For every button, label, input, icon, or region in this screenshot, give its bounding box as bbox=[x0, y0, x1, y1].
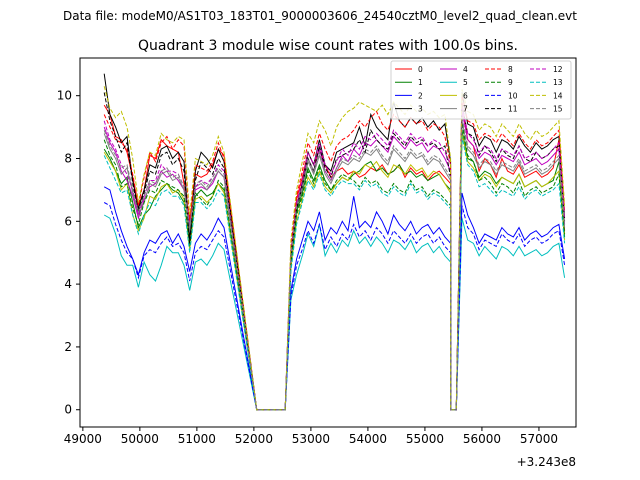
legend-label-5: 5 bbox=[463, 78, 468, 87]
legend-box bbox=[390, 60, 572, 120]
series-line-7 bbox=[103, 120, 566, 411]
y-tick-label: 10 bbox=[57, 89, 72, 103]
file-name-suptitle: Data file: modeM0/AS1T03_183T01_90000036… bbox=[63, 9, 577, 23]
series-line-2 bbox=[103, 186, 566, 411]
x-tick-label: 50000 bbox=[121, 432, 159, 446]
y-tick-label: 8 bbox=[64, 151, 72, 165]
axes: 49000 50000 51000 52000 53000 54000 55000 56000… bbox=[57, 89, 558, 446]
legend-label-15: 15 bbox=[553, 105, 563, 114]
legend-label-1: 1 bbox=[418, 78, 423, 87]
legend-label-2: 2 bbox=[418, 91, 423, 100]
y-tick-label: 6 bbox=[64, 214, 72, 228]
series-line-13 bbox=[103, 136, 566, 411]
y-tick-label: 0 bbox=[64, 403, 72, 417]
series-line-12 bbox=[103, 105, 566, 411]
legend-label-11: 11 bbox=[508, 105, 518, 114]
series-line-4 bbox=[103, 111, 566, 411]
legend-label-10: 10 bbox=[508, 91, 518, 100]
series-line-15 bbox=[103, 117, 566, 411]
legend-label-3: 3 bbox=[418, 105, 423, 114]
x-tick-label: 52000 bbox=[235, 432, 273, 446]
series-line-6 bbox=[103, 133, 566, 411]
series-line-5 bbox=[103, 214, 566, 411]
plot-area bbox=[103, 73, 566, 411]
x-tick-label: 56000 bbox=[463, 432, 501, 446]
legend-label-7: 7 bbox=[463, 105, 468, 114]
series-line-8 bbox=[103, 95, 566, 411]
x-tick-label: 51000 bbox=[178, 432, 216, 446]
x-offset-label: +3.243e8 bbox=[517, 455, 576, 469]
x-tick-label: 49000 bbox=[64, 432, 102, 446]
legend-label-0: 0 bbox=[418, 65, 423, 74]
x-tick-label: 53000 bbox=[292, 432, 330, 446]
series-line-11 bbox=[103, 92, 566, 411]
axes-frame bbox=[79, 57, 577, 428]
legend-label-12: 12 bbox=[553, 65, 563, 74]
series-line-10 bbox=[103, 202, 566, 411]
series-line-1 bbox=[103, 130, 566, 411]
legend-label-14: 14 bbox=[553, 91, 563, 100]
y-tick-label: 4 bbox=[64, 277, 72, 291]
legend-label-4: 4 bbox=[463, 65, 468, 74]
series-line-9 bbox=[103, 123, 566, 411]
x-tick-label: 57000 bbox=[520, 432, 558, 446]
legend-label-9: 9 bbox=[508, 78, 513, 87]
legend-label-6: 6 bbox=[463, 91, 468, 100]
x-tick-label: 54000 bbox=[349, 432, 387, 446]
legend-label-13: 13 bbox=[553, 78, 563, 87]
y-tick-label: 2 bbox=[64, 340, 72, 354]
x-tick-label: 55000 bbox=[406, 432, 444, 446]
series-line-3 bbox=[103, 73, 566, 411]
legend-label-8: 8 bbox=[508, 65, 513, 74]
chart-title: Quadrant 3 module wise count rates with … bbox=[138, 38, 518, 54]
